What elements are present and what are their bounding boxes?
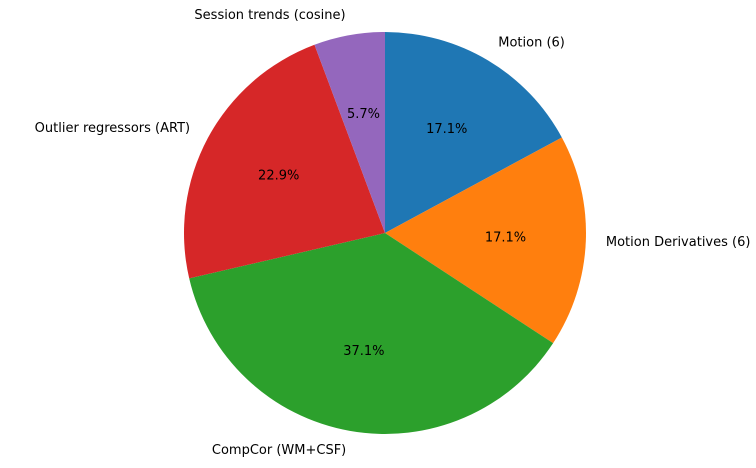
pie-slice-motion-derivatives-6 — [385, 137, 586, 344]
pie-slice-motion-6 — [385, 32, 562, 233]
pie-slice-compcor-wm-csf — [189, 233, 554, 434]
pie-label-motion-6: Motion (6) — [498, 36, 565, 51]
pie-pct-label-session-trends-cosine: 5.7% — [347, 107, 380, 122]
pie-label-motion-derivatives-6: Motion Derivatives (6) — [606, 235, 751, 250]
pie-label-compcor-wm-csf: CompCor (WM+CSF) — [212, 443, 346, 458]
pie-pct-label-motion-derivatives-6: 17.1% — [485, 231, 526, 246]
pie-pct-label-outlier-regressors-art: 22.9% — [258, 169, 299, 184]
pie-pct-label-motion-6: 17.1% — [426, 122, 467, 137]
pie-slices — [184, 32, 586, 434]
pie-pct-label-compcor-wm-csf: 37.1% — [343, 344, 384, 359]
pie-slice-outlier-regressors-art — [184, 44, 385, 279]
pie-slice-session-trends-cosine — [314, 32, 385, 233]
pie-label-outlier-regressors-art: Outlier regressors (ART) — [35, 121, 190, 136]
pie-label-session-trends-cosine: Session trends (cosine) — [194, 8, 345, 23]
pie-labels: 17.1% Motion (6) 17.1% Motion Derivatives (… — [35, 8, 751, 458]
